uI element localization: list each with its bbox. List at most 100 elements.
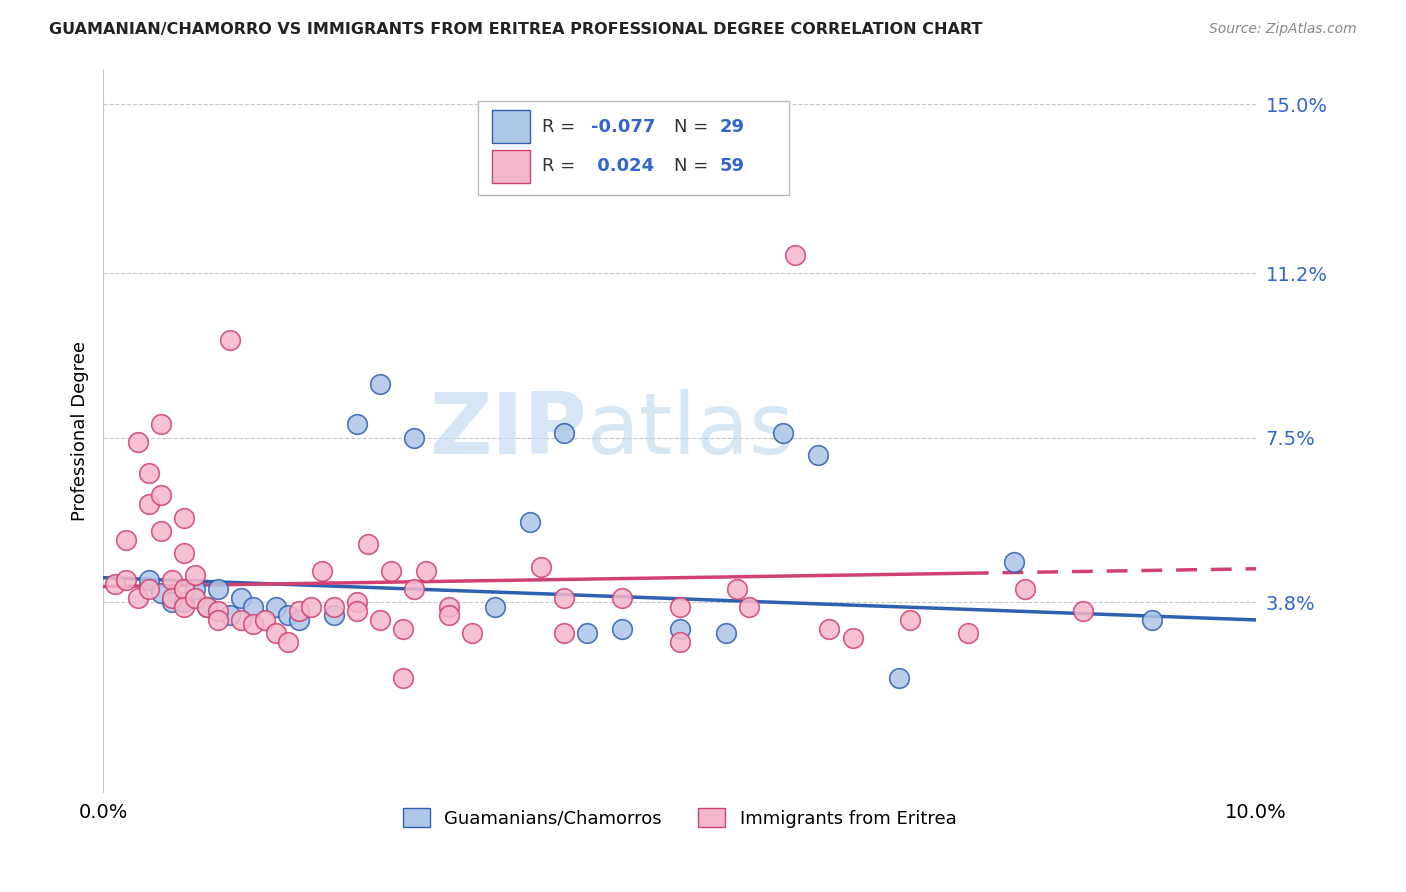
Point (368, 377, 391, 392)
Point (207, 604, 229, 618)
Point (322, 599, 344, 614)
Point (841, 631, 863, 645)
Point (1002, 555, 1025, 569)
Text: GUAMANIAN/CHAMORRO VS IMMIGRANTS FROM ERITREA PROFESSIONAL DEGREE CORRELATION CH: GUAMANIAN/CHAMORRO VS IMMIGRANTS FROM ER… (49, 22, 983, 37)
Point (576, 626, 599, 640)
Point (714, 626, 737, 640)
Point (231, 613, 253, 627)
Point (184, 591, 207, 605)
Text: N =: N = (673, 157, 714, 176)
Point (392, 622, 415, 636)
Point (898, 613, 921, 627)
Point (162, 595, 184, 609)
Text: 29: 29 (720, 118, 745, 136)
Text: atlas: atlas (588, 390, 796, 473)
Point (725, 582, 748, 596)
Point (127, 435, 149, 450)
Point (115, 573, 138, 587)
Point (288, 604, 311, 618)
Point (484, 599, 506, 614)
Point (149, 488, 172, 502)
Point (149, 417, 172, 432)
Point (1014, 582, 1036, 596)
Point (288, 613, 311, 627)
Point (173, 510, 195, 524)
Point (807, 449, 830, 463)
Point (195, 599, 218, 614)
Point (219, 608, 242, 623)
Point (184, 568, 207, 582)
Point (818, 622, 841, 636)
Point (195, 599, 218, 614)
Point (783, 248, 806, 262)
Point (1071, 604, 1094, 618)
Legend: Guamanians/Chamorros, Immigrants from Eritrea: Guamanians/Chamorros, Immigrants from Er… (395, 801, 963, 835)
Point (219, 333, 242, 347)
Point (738, 599, 761, 614)
Point (346, 604, 368, 618)
Point (138, 573, 160, 587)
Text: 59: 59 (720, 157, 745, 176)
Point (162, 573, 184, 587)
Point (519, 515, 541, 529)
Point (242, 617, 264, 632)
Point (772, 426, 794, 441)
Point (668, 599, 690, 614)
Point (404, 582, 426, 596)
Text: Source: ZipAtlas.com: Source: ZipAtlas.com (1209, 22, 1357, 37)
Text: -0.077: -0.077 (591, 118, 655, 136)
Point (173, 595, 195, 609)
Point (138, 466, 160, 480)
Point (461, 626, 484, 640)
Point (346, 417, 368, 432)
Point (264, 599, 287, 614)
Point (956, 626, 979, 640)
Point (346, 595, 368, 609)
Point (173, 582, 195, 596)
Point (668, 635, 690, 649)
Text: 0.024: 0.024 (591, 157, 654, 176)
Point (173, 599, 195, 614)
Point (392, 671, 415, 685)
Point (437, 599, 460, 614)
Point (231, 591, 253, 605)
Point (253, 613, 276, 627)
Point (357, 537, 380, 551)
Point (173, 546, 195, 560)
Point (368, 613, 391, 627)
Text: R =: R = (543, 157, 581, 176)
Text: ZIP: ZIP (430, 390, 588, 473)
Point (610, 591, 633, 605)
Point (149, 524, 172, 538)
Point (553, 426, 575, 441)
Point (184, 582, 207, 596)
Point (1142, 613, 1164, 627)
Point (138, 497, 160, 511)
Point (668, 622, 690, 636)
Point (311, 564, 333, 578)
Point (277, 608, 299, 623)
Point (887, 671, 910, 685)
Point (553, 591, 575, 605)
Y-axis label: Professional Degree: Professional Degree (72, 341, 89, 521)
Point (207, 613, 229, 627)
Point (437, 608, 460, 623)
Point (264, 626, 287, 640)
Point (162, 591, 184, 605)
FancyBboxPatch shape (478, 101, 789, 195)
Point (242, 599, 264, 614)
Bar (492, 111, 530, 143)
Point (149, 586, 172, 600)
Point (530, 559, 553, 574)
Point (415, 564, 437, 578)
Point (138, 582, 160, 596)
Point (104, 577, 127, 591)
Bar (492, 150, 530, 183)
Point (380, 564, 402, 578)
Point (610, 622, 633, 636)
Text: R =: R = (543, 118, 581, 136)
Point (553, 626, 575, 640)
Point (207, 582, 229, 596)
Point (299, 599, 322, 614)
Point (404, 431, 426, 445)
